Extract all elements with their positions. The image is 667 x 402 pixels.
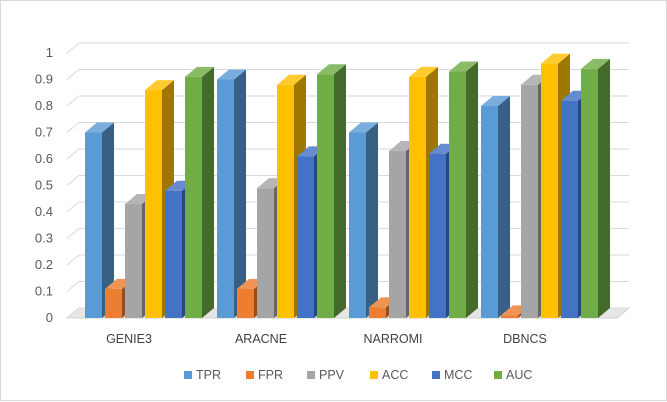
bar-front: [389, 151, 406, 318]
y-tick-label: 0.7: [35, 125, 53, 140]
bar-top: [145, 80, 174, 91]
legend-label: TPR: [196, 368, 221, 382]
bar: [185, 66, 214, 318]
bar-side: [102, 122, 114, 318]
gridline: [66, 69, 629, 80]
bar: [85, 122, 114, 318]
bar-top: [349, 122, 378, 133]
bar-side: [366, 122, 378, 318]
bar-front: [125, 204, 142, 318]
gridline: [66, 42, 629, 54]
gridline: [66, 95, 629, 107]
bar-side: [498, 96, 510, 318]
bar-front: [409, 76, 426, 318]
bar-front: [429, 153, 446, 318]
bar-front: [317, 74, 334, 318]
bar-front: [449, 71, 466, 318]
bar-front: [581, 68, 598, 319]
bar-front: [217, 79, 234, 318]
bar-front: [369, 307, 386, 318]
bar-front: [297, 156, 314, 318]
legend-label: PPV: [319, 368, 345, 382]
bar-top: [85, 122, 114, 133]
bar-side: [234, 69, 246, 318]
bar-front: [541, 63, 558, 318]
bar-top: [449, 61, 478, 72]
y-tick-label: 1: [46, 45, 53, 60]
bar-front: [481, 106, 498, 318]
legend-label: FPR: [258, 368, 283, 382]
legend-swatch: [370, 371, 378, 379]
y-tick-label: 0.9: [35, 72, 53, 87]
bar-front: [501, 315, 518, 318]
x-category-label: GENIE3: [106, 332, 152, 346]
y-tick-label: 0.3: [35, 231, 53, 246]
bar-top: [277, 74, 306, 85]
bar-top: [317, 64, 346, 75]
x-category-label: ARACNE: [235, 332, 287, 346]
bar-side: [334, 64, 346, 318]
legend-label: AUC: [506, 368, 532, 382]
bar-front: [145, 90, 162, 318]
x-category-label: DBNCS: [503, 332, 547, 346]
y-tick-label: 0.8: [35, 98, 53, 113]
bar-side: [466, 61, 478, 319]
bar: [449, 61, 478, 319]
legend-swatch: [184, 371, 192, 379]
bar-front: [185, 76, 202, 318]
y-tick-label: 0.6: [35, 151, 53, 166]
bar-front: [277, 84, 294, 318]
bar: [217, 69, 246, 318]
x-category-label: NARROMI: [363, 332, 422, 346]
bar: [349, 122, 378, 318]
bar-top: [409, 66, 438, 77]
bar-top: [481, 96, 510, 106]
bar-front: [349, 132, 366, 318]
bar-top: [541, 53, 570, 64]
bar-front: [85, 132, 102, 318]
y-tick-label: 0.1: [35, 284, 53, 299]
bar-front: [521, 84, 538, 318]
bar-front: [257, 188, 274, 318]
y-tick-label: 0.2: [35, 257, 53, 272]
bar-top: [217, 69, 246, 80]
bar-top: [185, 66, 214, 77]
bar-top: [581, 58, 610, 69]
y-tick-label: 0.5: [35, 178, 53, 193]
legend-swatch: [246, 371, 254, 379]
legend-swatch: [432, 371, 440, 379]
bar-front: [165, 190, 182, 318]
bar: [581, 58, 610, 319]
bar: [481, 96, 510, 318]
bar-front: [105, 288, 122, 318]
legend-label: MCC: [444, 368, 472, 382]
bar: [317, 64, 346, 318]
legend-swatch: [307, 371, 315, 379]
bar-side: [202, 66, 214, 318]
legend-swatch: [494, 371, 502, 379]
bar-front: [561, 100, 578, 318]
bar-side: [598, 58, 610, 319]
bar-front: [237, 288, 254, 318]
legend-label: ACC: [382, 368, 408, 382]
y-tick-label: 0.4: [35, 204, 53, 219]
gridline: [66, 122, 629, 133]
y-tick-label: 0: [46, 310, 53, 325]
